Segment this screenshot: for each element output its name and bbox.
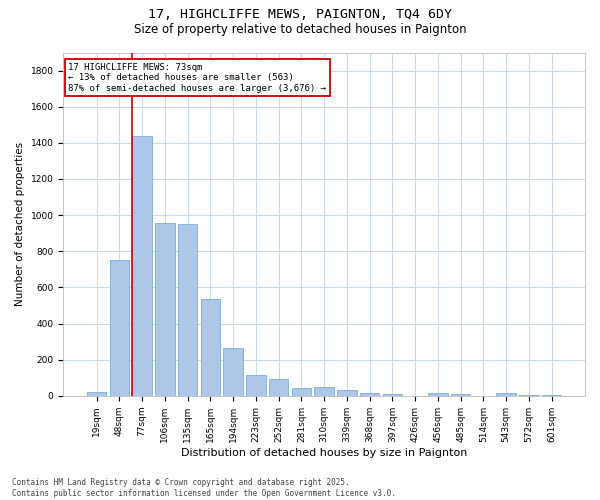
Bar <box>337 390 356 396</box>
Bar <box>87 392 106 396</box>
Bar <box>133 136 152 396</box>
Y-axis label: Number of detached properties: Number of detached properties <box>15 142 25 306</box>
Text: Contains HM Land Registry data © Crown copyright and database right 2025.
Contai: Contains HM Land Registry data © Crown c… <box>12 478 396 498</box>
Bar <box>223 348 243 396</box>
Bar <box>110 260 129 396</box>
Bar <box>383 394 402 396</box>
Bar <box>519 395 539 396</box>
Bar <box>155 224 175 396</box>
Bar <box>201 299 220 396</box>
Bar <box>542 395 561 396</box>
Bar <box>314 387 334 396</box>
Bar <box>178 224 197 396</box>
Text: 17 HIGHCLIFFE MEWS: 73sqm
← 13% of detached houses are smaller (563)
87% of semi: 17 HIGHCLIFFE MEWS: 73sqm ← 13% of detac… <box>68 63 326 92</box>
Bar <box>428 393 448 396</box>
Text: Size of property relative to detached houses in Paignton: Size of property relative to detached ho… <box>134 22 466 36</box>
Text: 17, HIGHCLIFFE MEWS, PAIGNTON, TQ4 6DY: 17, HIGHCLIFFE MEWS, PAIGNTON, TQ4 6DY <box>148 8 452 20</box>
Bar <box>292 388 311 396</box>
Bar <box>360 393 379 396</box>
Bar <box>246 375 266 396</box>
Bar <box>451 394 470 396</box>
X-axis label: Distribution of detached houses by size in Paignton: Distribution of detached houses by size … <box>181 448 467 458</box>
Bar <box>496 392 516 396</box>
Bar <box>269 378 289 396</box>
